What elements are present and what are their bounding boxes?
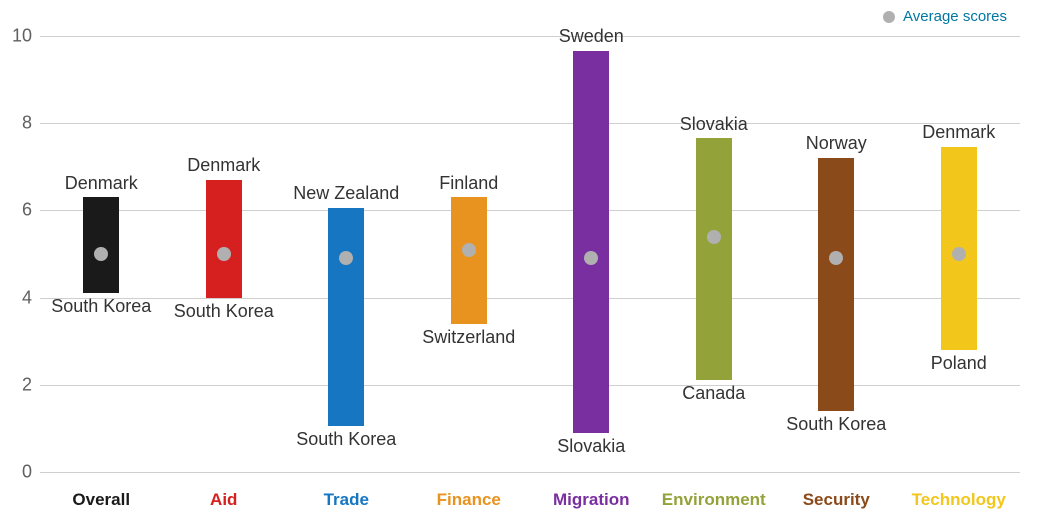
bar [573,51,609,433]
avg-dot-icon [217,247,231,261]
top-label: Norway [775,134,898,154]
avg-dot-icon [829,251,843,265]
bottom-label: Slovakia [530,437,653,457]
column-trade: New Zealand South Korea [285,36,408,472]
column-finance: Finland Switzerland [408,36,531,472]
bottom-label: South Korea [163,302,286,322]
top-label: New Zealand [285,184,408,204]
y-tick-label: 6 [0,200,32,221]
column-aid: Denmark South Korea [163,36,286,472]
top-label: Denmark [163,156,286,176]
y-tick-label: 2 [0,374,32,395]
column-technology: Denmark Poland [898,36,1021,472]
bar [696,138,732,380]
avg-dot-icon [707,230,721,244]
x-label: Technology [898,490,1021,510]
bottom-label: South Korea [40,297,163,317]
y-tick-label: 8 [0,113,32,134]
avg-dot-icon [462,243,476,257]
bar [206,180,242,298]
column-security: Norway South Korea [775,36,898,472]
avg-dot-icon [94,247,108,261]
bottom-label: Poland [898,354,1021,374]
y-tick-label: 4 [0,287,32,308]
column-environment: Slovakia Canada [653,36,776,472]
top-label: Denmark [898,123,1021,143]
x-label: Trade [285,490,408,510]
bottom-label: South Korea [285,430,408,450]
plot-area: 0246810DenmarkSouth KoreaDenmarkSouth Ko… [40,36,1020,472]
avg-dot-icon [952,247,966,261]
gridline [40,472,1020,473]
x-axis-labels: OverallAidTradeFinanceMigrationEnvironme… [40,490,1020,526]
column-overall: Denmark South Korea [40,36,163,472]
bar [328,208,364,426]
bottom-label: Canada [653,384,776,404]
legend-label: Average scores [903,8,1007,25]
x-label: Aid [163,490,286,510]
x-label: Overall [40,490,163,510]
avg-dot-icon [584,251,598,265]
x-label: Environment [653,490,776,510]
y-tick-label: 10 [0,26,32,47]
column-migration: SwedenSlovakia [530,36,653,472]
top-label: Denmark [40,174,163,194]
legend: Average scores [883,8,1007,25]
top-label: Slovakia [653,115,776,135]
x-label: Security [775,490,898,510]
top-label: Finland [408,174,531,194]
x-label: Migration [530,490,653,510]
avg-dot-icon [339,251,353,265]
y-tick-label: 0 [0,462,32,483]
bar [818,158,854,411]
bar [83,197,119,293]
x-label: Finance [408,490,531,510]
bar [451,197,487,323]
bottom-label: South Korea [775,415,898,435]
top-label: Sweden [530,27,653,47]
bottom-label: Switzerland [408,328,531,348]
legend-dot-icon [883,11,895,23]
